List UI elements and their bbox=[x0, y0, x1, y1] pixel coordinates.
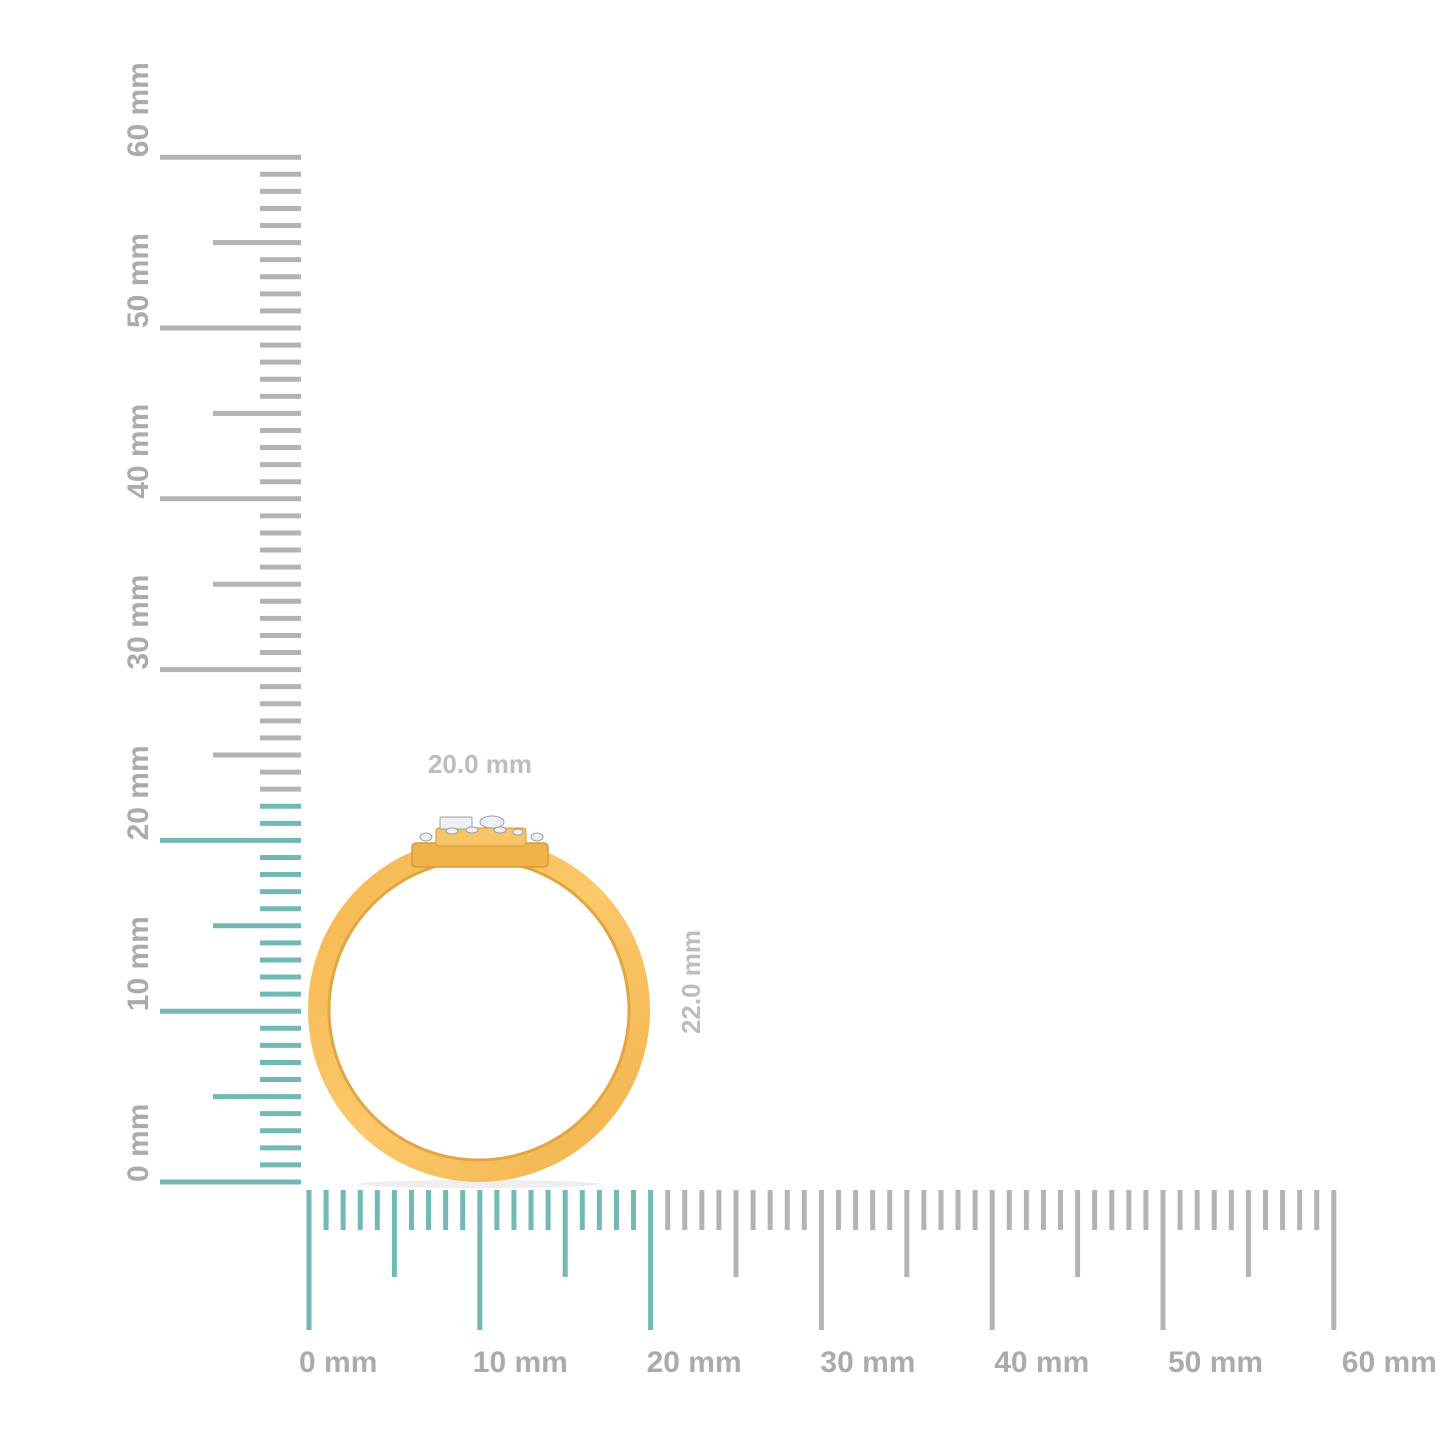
ring-shadow bbox=[359, 1180, 599, 1188]
horizontal-ruler-label: 60 mm bbox=[1342, 1346, 1437, 1379]
ring-band bbox=[308, 838, 650, 1182]
vertical-ruler-label: 30 mm bbox=[122, 575, 155, 670]
vertical-ruler-label: 20 mm bbox=[122, 745, 155, 840]
horizontal-ruler-label: 0 mm bbox=[299, 1346, 377, 1379]
vertical-ruler-label: 10 mm bbox=[122, 916, 155, 1011]
horizontal-ruler bbox=[306, 1190, 1337, 1330]
horizontal-ruler-label: 20 mm bbox=[647, 1346, 742, 1379]
horizontal-ruler-label: 10 mm bbox=[473, 1346, 568, 1379]
diamonds bbox=[419, 815, 544, 842]
width-dimension-label: 20.0 mm bbox=[428, 749, 532, 779]
height-dimension-label: 22.0 mm bbox=[676, 930, 706, 1034]
ring-image bbox=[308, 815, 650, 1188]
vertical-ruler-label: 60 mm bbox=[122, 62, 155, 157]
vertical-ruler-label: 50 mm bbox=[122, 233, 155, 328]
horizontal-ruler-label: 50 mm bbox=[1168, 1346, 1263, 1379]
ring-head-setting bbox=[411, 842, 549, 868]
vertical-ruler bbox=[160, 154, 301, 1185]
horizontal-ruler-label: 40 mm bbox=[994, 1346, 1089, 1379]
horizontal-ruler-label: 30 mm bbox=[820, 1346, 915, 1379]
vertical-ruler-labels: 0 mm 10 mm 20 mm 30 mm 40 mm 50 mm 60 mm bbox=[122, 62, 155, 1182]
ring-inner-edge bbox=[327, 858, 631, 1162]
vertical-ruler-label: 0 mm bbox=[122, 1104, 155, 1182]
horizontal-ruler-labels: 0 mm 10 mm 20 mm 30 mm 40 mm 50 mm 60 mm bbox=[299, 1346, 1437, 1379]
vertical-ruler-label: 40 mm bbox=[122, 404, 155, 499]
